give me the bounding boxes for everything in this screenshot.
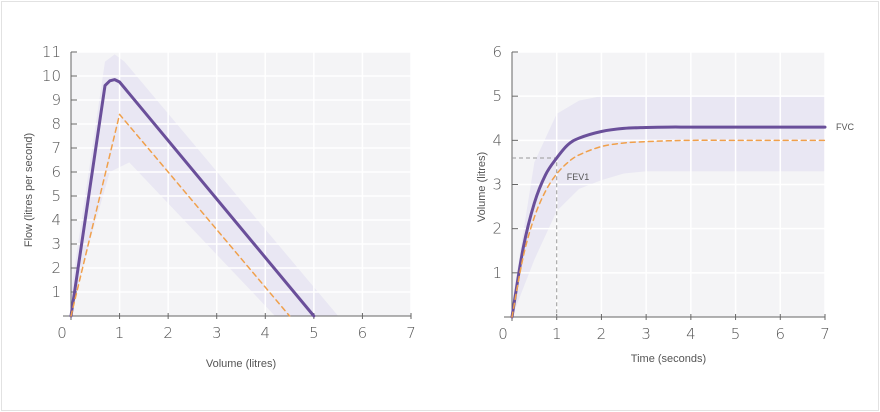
y-tick-label: 9 xyxy=(51,91,61,109)
y-tick-label: 2 xyxy=(51,259,61,277)
y-tick-label: 8 xyxy=(51,115,61,133)
x-tick-label: 0 xyxy=(498,325,508,343)
y-tick-label: 2 xyxy=(492,220,502,238)
measured-series-line xyxy=(69,78,316,318)
x-tick-label: 6 xyxy=(358,324,368,342)
fvc-label: FVC xyxy=(836,122,855,132)
y-tick-label: 5 xyxy=(492,87,502,105)
predicted-series-line xyxy=(511,139,826,318)
y-axis-label: Flow (litres per second) xyxy=(23,133,35,247)
x-tick-label: 5 xyxy=(309,324,319,342)
y-tick-label: 6 xyxy=(492,43,502,61)
x-tick-label: 1 xyxy=(115,324,125,342)
x-tick-label: 3 xyxy=(212,324,222,342)
x-tick-label: 7 xyxy=(406,324,416,342)
y-tick-label: 3 xyxy=(51,235,61,253)
measured-series-line xyxy=(510,125,827,319)
x-tick-label: 7 xyxy=(820,325,830,343)
x-tick-label: 5 xyxy=(731,325,741,343)
x-tick-label: 3 xyxy=(641,325,651,343)
y-tick-label: 4 xyxy=(492,131,502,149)
x-tick-label: 4 xyxy=(686,325,696,343)
x-tick-label: 2 xyxy=(597,325,607,343)
y-axis-label: Volume (litres) xyxy=(476,152,488,222)
y-tick-label: 5 xyxy=(51,187,61,205)
reference-band xyxy=(512,96,825,318)
y-tick-label: 3 xyxy=(492,176,502,194)
x-tick-label: 2 xyxy=(163,324,173,342)
y-tick-label: 1 xyxy=(51,283,61,301)
x-tick-label: 4 xyxy=(261,324,271,342)
predicted-series-line xyxy=(70,113,291,317)
y-tick-label: 6 xyxy=(51,163,61,181)
x-tick-label: 6 xyxy=(776,325,786,343)
x-tick-label: 0 xyxy=(57,324,67,342)
x-tick-label: 1 xyxy=(552,325,562,343)
y-tick-label: 4 xyxy=(51,211,61,229)
y-tick-label: 7 xyxy=(51,139,61,157)
x-axis-label: Volume (litres) xyxy=(206,358,276,370)
fev1-label: FEV1 xyxy=(567,172,590,182)
chart-1: 0 1 2 3 4 5 6 7 1 2 3 4 5 6 7 8 9 10 11 Volume (litres) Flow… xyxy=(23,43,416,370)
y-tick-label: 11 xyxy=(42,43,61,61)
chart-2: 0 1 2 3 4 5 6 7 1 2 3 4 5 6 Time (seconds) Volume (litr… xyxy=(476,43,855,365)
y-tick-label: 10 xyxy=(42,67,61,85)
x-axis-label: Time (seconds) xyxy=(631,353,706,365)
y-tick-label: 1 xyxy=(492,264,502,282)
